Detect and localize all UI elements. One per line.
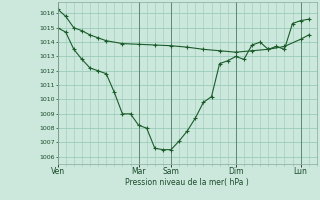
X-axis label: Pression niveau de la mer( hPa ): Pression niveau de la mer( hPa ) (125, 178, 249, 187)
